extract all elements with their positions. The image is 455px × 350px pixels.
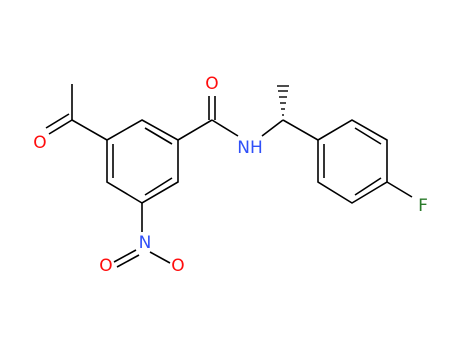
ring-double-bond: [144, 177, 173, 196]
benzene-ring: [317, 119, 388, 204]
atom-label: NH: [237, 138, 263, 158]
atom-label: O: [33, 133, 46, 153]
ring-double-bond: [354, 127, 382, 145]
bond: [282, 119, 319, 141]
benzene-ring: [106, 119, 179, 204]
bond: [149, 251, 171, 264]
bond: [71, 119, 108, 141]
bonds: [45, 84, 413, 268]
atom-label: O: [99, 256, 112, 276]
double-bond: [48, 119, 73, 135]
ring-double-bond: [144, 127, 173, 145]
ring-double-bond: [354, 177, 382, 196]
atom-label: O: [171, 256, 184, 276]
atom-label: F: [418, 196, 428, 216]
hashed-wedge: [277, 85, 289, 116]
bond: [211, 119, 239, 137]
bond: [261, 119, 284, 137]
bond: [177, 119, 213, 141]
double-bond: [45, 113, 70, 129]
atom-label: N: [139, 233, 152, 253]
double-bond: [116, 254, 140, 268]
bond: [386, 181, 413, 198]
double-bond: [113, 249, 137, 263]
atom-label: O: [205, 74, 218, 94]
